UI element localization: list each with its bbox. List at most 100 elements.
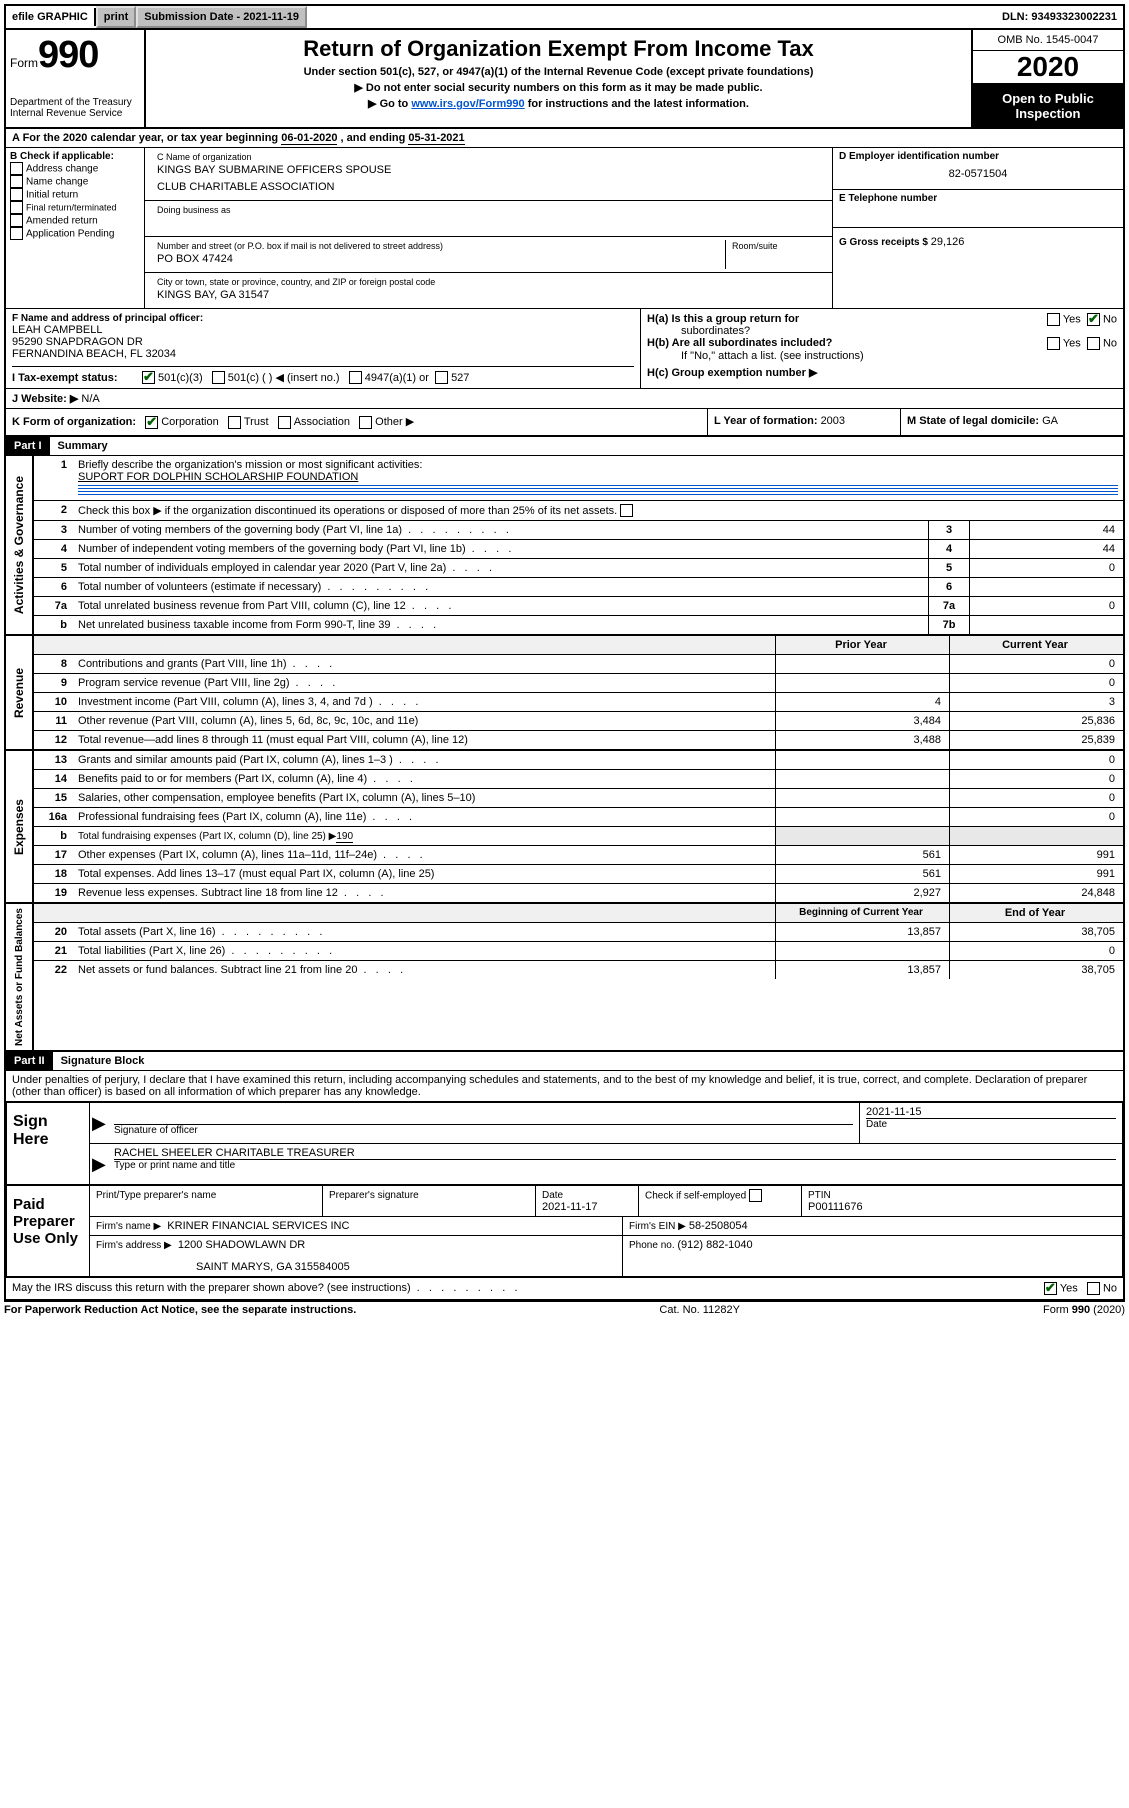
print-button[interactable]: print [96,6,136,28]
box-f: F Name and address of principal officer:… [6,309,640,388]
section-revenue: Revenue Prior YearCurrent Year 8Contribu… [6,634,1123,749]
checkbox-501c[interactable] [212,371,225,384]
org-city: KINGS BAY, GA 31547 [151,288,826,305]
table-activities: 1 Briefly describe the organization's mi… [34,456,1123,635]
form990-link[interactable]: www.irs.gov/Form990 [411,98,524,110]
telephone [839,204,1117,224]
officer-signature-name: RACHEL SHEELER CHARITABLE TREASURER [114,1147,1116,1159]
firm-addr1: 1200 SHADOWLAWN DR [178,1239,305,1251]
checkbox-addr-change[interactable] [10,162,23,175]
part-1-header: Part I Summary [6,435,1123,456]
form-number: 990 [38,34,98,76]
table-revenue: Prior YearCurrent Year 8Contributions an… [34,636,1123,749]
box-h: H(a) Is this a group return for subordin… [640,309,1123,388]
checkbox-ha-no[interactable] [1087,313,1100,326]
efile-label: efile GRAPHIC [6,8,96,26]
firm-phone: (912) 882-1040 [677,1239,752,1251]
checkbox-discuss-no[interactable] [1087,1282,1100,1295]
instr-goto: ▶ Go to www.irs.gov/Form990 for instruct… [150,97,967,110]
side-label-expenses: Expenses [10,795,28,859]
checkbox-discontinued[interactable] [620,504,633,517]
val-7b [970,616,1124,635]
table-expenses: 13Grants and similar amounts paid (Part … [34,751,1123,902]
form-version: Form 990 (2020) [1043,1304,1125,1316]
val-5: 0 [970,559,1124,578]
state-domicile: GA [1042,415,1058,427]
submission-label: Submission Date - [144,11,243,23]
subtitle: Under section 501(c), 527, or 4947(a)(1)… [150,66,967,78]
checkbox-final[interactable] [10,201,23,214]
checkbox-527[interactable] [435,371,448,384]
line-a: A For the 2020 calendar year, or tax yea… [6,129,1123,148]
title-center: Return of Organization Exempt From Incom… [146,30,971,127]
firm-name: KRINER FINANCIAL SERVICES INC [167,1220,349,1232]
checkbox-self-employed[interactable] [749,1189,762,1202]
box-f-h: F Name and address of principal officer:… [6,309,1123,389]
checkbox-501c3[interactable] [142,371,155,384]
checkbox-discuss-yes[interactable] [1044,1282,1057,1295]
arrow-icon: ▶ [90,1103,108,1143]
val-7a: 0 [970,597,1124,616]
box-j: J Website: ▶ N/A [6,389,1123,409]
checkbox-assoc[interactable] [278,416,291,429]
dln-cell: DLN: 93493323002231 [996,8,1123,26]
checkbox-trust[interactable] [228,416,241,429]
side-label-revenue: Revenue [10,664,28,722]
part-2-header: Part II Signature Block [6,1050,1123,1071]
sign-here-label: Sign Here [7,1103,90,1184]
title-block: Form990 Department of the Treasury Inter… [6,30,1123,129]
org-address: PO BOX 47424 [151,252,725,269]
page-title: Return of Organization Exempt From Incom… [150,36,967,62]
entity-block: B Check if applicable: Address change Na… [6,148,1123,309]
checkbox-hb-yes[interactable] [1047,337,1060,350]
firm-ein: 58-2508054 [689,1220,748,1232]
omb-number: OMB No. 1545-0047 [973,30,1123,51]
checkbox-corp[interactable] [145,416,158,429]
year-end: 05-31-2021 [408,132,464,145]
title-right: OMB No. 1545-0047 2020 Open to Public In… [971,30,1123,127]
officer-addr2: FERNANDINA BEACH, FL 32034 [12,348,634,360]
officer-addr1: 95290 SNAPDRAGON DR [12,336,634,348]
open-to-public: Open to Public Inspection [973,85,1123,127]
checkbox-amended[interactable] [10,214,23,227]
mission: SUPORT FOR DOLPHIN SCHOLARSHIP FOUNDATIO… [78,471,358,483]
checkbox-hb-no[interactable] [1087,337,1100,350]
sign-here-block: Sign Here ▶ Signature of officer 2021-11… [6,1101,1123,1185]
ein: 82-0571504 [839,162,1117,186]
dept-treasury: Department of the Treasury [10,97,140,108]
top-bar: efile GRAPHIC print Submission Date - 20… [4,4,1125,30]
year-begin: 06-01-2020 [281,132,337,145]
side-label-activities: Activities & Governance [10,472,28,618]
tax-year: 2020 [973,51,1123,85]
website: N/A [81,393,99,405]
org-name-1: KINGS BAY SUBMARINE OFFICERS SPOUSE [151,163,826,180]
checkbox-name-change[interactable] [10,175,23,188]
submission-date-button[interactable]: Submission Date - 2021-11-19 [136,6,307,28]
checkbox-other[interactable] [359,416,372,429]
box-b: B Check if applicable: Address change Na… [6,148,145,308]
checkbox-4947[interactable] [349,371,362,384]
sign-date: 2021-11-15 [866,1106,1116,1118]
form-box: Form990 Department of the Treasury Inter… [6,30,146,127]
checkbox-app-pending[interactable] [10,227,23,240]
arrow-icon: ▶ [90,1144,108,1184]
page-footer: For Paperwork Reduction Act Notice, see … [4,1301,1125,1316]
paid-preparer-block: Paid Preparer Use Only Print/Type prepar… [6,1185,1123,1277]
org-name-2: CLUB CHARITABLE ASSOCIATION [151,180,826,197]
box-c: C Name of organization KINGS BAY SUBMARI… [145,148,832,308]
penalty-statement: Under penalties of perjury, I declare th… [6,1071,1123,1101]
val-4: 44 [970,540,1124,559]
checkbox-ha-yes[interactable] [1047,313,1060,326]
val-6 [970,578,1124,597]
firm-addr2: SAINT MARYS, GA 315584005 [96,1251,616,1273]
box-k-l-m: K Form of organization: Corporation Trus… [6,409,1123,435]
ptin: P00111676 [808,1201,863,1213]
checkbox-initial[interactable] [10,188,23,201]
submission-date: 2021-11-19 [243,11,299,23]
year-formation: 2003 [821,415,845,427]
preparer-date: 2021-11-17 [542,1201,597,1213]
section-expenses: Expenses 13Grants and similar amounts pa… [6,749,1123,902]
box-d-e-g: D Employer identification number 82-0571… [832,148,1123,308]
fundraising-expenses: 190 [336,831,353,843]
irs-label: Internal Revenue Service [10,108,140,119]
